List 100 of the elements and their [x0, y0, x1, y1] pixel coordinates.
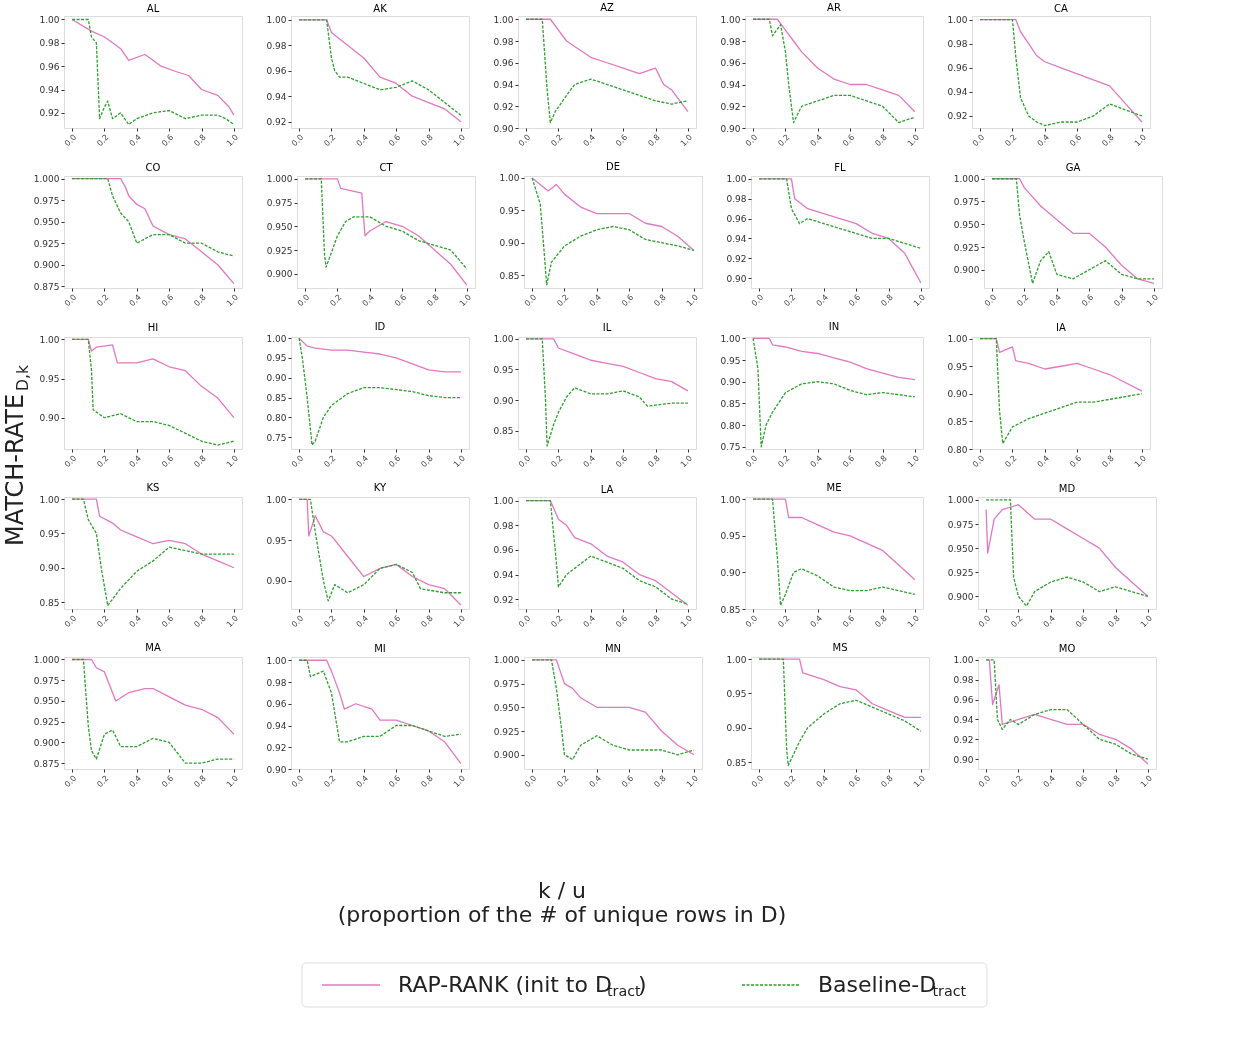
x-tick-label: 0.8	[1112, 292, 1128, 309]
line-series	[525, 338, 689, 447]
y-tick-label: 0.80	[720, 420, 741, 431]
y-tick-label: 0.925	[953, 242, 980, 253]
x-tick-label: 0.2	[1015, 292, 1031, 309]
x-tick-label: 0.0	[62, 773, 79, 790]
x-tick-label: 0.0	[743, 453, 760, 470]
x-tick-label: 0.0	[749, 292, 766, 309]
y-tick-label: 1.00	[947, 15, 968, 26]
x-tick-label: 1.0	[905, 453, 922, 470]
x-tick-label: 1.0	[905, 613, 922, 630]
x-tick-label: 0.0	[976, 773, 993, 790]
x-tick-label: 0.0	[970, 453, 987, 470]
x-tick-label: 1.0	[1132, 453, 1149, 470]
y-tick-label: 0.900	[33, 260, 60, 271]
x-tick-label: 0.6	[1067, 453, 1084, 470]
x-axis-title: k / u (proportion of the # of unique rows in D)	[337, 878, 787, 927]
x-tick-label: 0.4	[814, 292, 830, 309]
x-tick-label: 0.2	[95, 292, 111, 309]
x-tick-label: 0.0	[516, 453, 533, 470]
x-tick-label: 0.0	[516, 613, 533, 630]
y-tick-label: 0.96	[39, 61, 60, 72]
x-tick-label: 1.0	[451, 613, 468, 630]
x-tick-label: 0.8	[192, 613, 208, 630]
y-tick-label: 0.875	[33, 281, 60, 292]
x-tick-label: 0.4	[1035, 132, 1051, 149]
y-tick-label: 0.95	[726, 688, 747, 699]
y-tick-label: 1.000	[953, 174, 980, 185]
y-tick-label: 0.95	[39, 528, 60, 539]
x-tick-label: 0.4	[354, 132, 370, 149]
y-tick-label: 0.92	[493, 594, 514, 605]
line-series	[298, 337, 462, 446]
chart-title: KY	[373, 482, 388, 494]
y-tick-label: 1.00	[953, 655, 974, 666]
x-tick-label: 0.8	[419, 613, 435, 630]
y-tick-label: 0.90	[720, 123, 741, 134]
line-series	[991, 178, 1155, 285]
x-tick-label: 0.6	[1079, 292, 1096, 309]
y-tick-label: 0.96	[953, 695, 974, 706]
y-tick-label: 0.95	[720, 355, 741, 366]
x-tick-label: 1.0	[905, 132, 922, 149]
y-tick-label: 0.90	[720, 567, 741, 578]
x-tick-label: 0.0	[743, 132, 760, 149]
y-tick-label: 0.80	[947, 444, 968, 455]
y-tick-label: 0.90	[493, 123, 514, 134]
x-tick-label: 0.6	[159, 292, 176, 309]
line-series	[758, 178, 922, 249]
y-tick-label: 1.00	[266, 15, 287, 26]
y-tick-label: 0.94	[266, 721, 287, 731]
y-tick-label: 0.85	[720, 398, 741, 409]
y-tick-label: 0.90	[947, 389, 968, 400]
x-tick-label: 0.8	[192, 773, 208, 790]
x-tick-label: 0.8	[873, 613, 889, 630]
y-tick-label: 0.90	[493, 395, 514, 406]
x-tick-label: 1.0	[1144, 292, 1161, 309]
y-tick-label: 1.00	[947, 334, 968, 345]
x-tick-label: 1.0	[451, 453, 468, 470]
y-tick-label: 0.900	[947, 591, 974, 602]
chart-title: AR	[827, 2, 841, 14]
x-tick-label: 0.4	[1035, 453, 1051, 470]
y-tick-label: 0.95	[499, 205, 520, 216]
x-tick-label: 0.6	[386, 453, 403, 470]
x-tick-label: 0.4	[127, 132, 143, 149]
y-tick-label: 1.00	[39, 334, 60, 345]
y-tick-label: 1.000	[33, 174, 60, 185]
x-tick-label: 1.0	[678, 453, 695, 470]
x-tick-label: 0.4	[808, 613, 824, 630]
x-tick-label: 0.2	[1009, 773, 1025, 790]
y-tick-label: 0.94	[720, 80, 741, 90]
x-tick-label: 0.6	[159, 613, 176, 630]
y-tick-label: 0.85	[726, 757, 747, 768]
y-tick-label: 0.925	[33, 238, 60, 249]
x-tick-label: 0.8	[646, 132, 662, 149]
y-tick-label: 0.950	[953, 219, 980, 230]
chart-title: IA	[1056, 321, 1067, 333]
y-tick-label: 0.92	[726, 253, 747, 264]
y-tick-label: 0.950	[493, 702, 520, 713]
chart-title: ME	[826, 482, 842, 494]
line-series	[752, 498, 916, 606]
chart-title: CA	[1054, 2, 1069, 14]
y-tick-label: 1.00	[726, 174, 747, 185]
x-tick-label: 0.6	[392, 292, 409, 309]
y-tick-label: 1.000	[33, 654, 60, 665]
y-tick-label: 0.94	[953, 714, 974, 725]
x-tick-label: 0.2	[776, 132, 792, 149]
x-tick-label: 0.0	[522, 773, 539, 790]
x-tick-label: 0.8	[1106, 613, 1122, 630]
x-tick-label: 1.0	[457, 292, 474, 309]
line-series	[71, 177, 235, 257]
y-tick-label: 0.92	[266, 117, 287, 128]
y-tick-label: 0.94	[39, 85, 60, 95]
y-tick-label: 0.94	[947, 87, 968, 98]
chart-title: MO	[1058, 642, 1076, 654]
y-tick-label: 1.00	[499, 173, 520, 184]
x-tick-label: 0.0	[289, 613, 306, 630]
y-tick-label: 0.98	[953, 675, 974, 686]
x-tick-label: 0.8	[652, 292, 668, 309]
y-tick-label: 0.900	[33, 737, 60, 748]
x-tick-label: 0.2	[95, 613, 111, 630]
line-series	[71, 498, 235, 607]
